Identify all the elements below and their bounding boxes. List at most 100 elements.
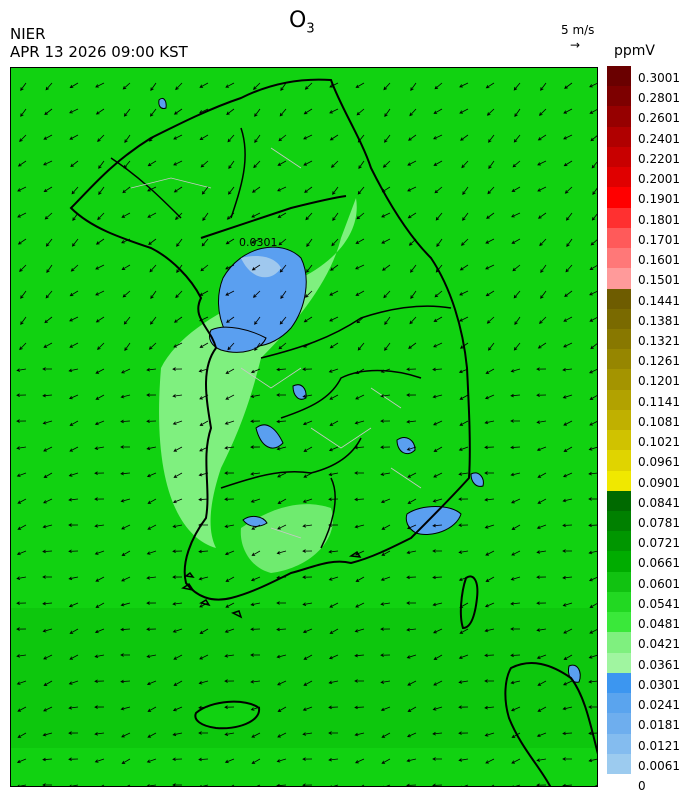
- wind-arrow: [120, 498, 131, 503]
- wind-arrow: [251, 264, 261, 271]
- wind-arrow: [149, 108, 157, 117]
- legend-label: 0.2601: [638, 111, 680, 126]
- wind-arrow: [511, 498, 521, 504]
- wind-arrow: [513, 290, 521, 299]
- wind-arrow: [357, 134, 365, 143]
- legend-swatch: [607, 713, 631, 735]
- wind-arrow: [462, 212, 469, 221]
- wind-arrow: [172, 367, 183, 371]
- wind-arrow: [44, 108, 53, 116]
- wind-arrow: [485, 368, 495, 374]
- wind-arrow: [484, 524, 495, 529]
- wind-arrow: [172, 498, 183, 504]
- wind-arrow: [355, 602, 365, 608]
- wind-arrow: [564, 186, 573, 194]
- wind-arrow: [225, 576, 235, 582]
- wind-arrow: [150, 316, 157, 325]
- wind-arrow: [42, 757, 53, 762]
- wind-arrow: [381, 758, 391, 764]
- wind-arrow: [224, 420, 235, 425]
- wind-arrow: [458, 446, 469, 451]
- wind-arrow: [384, 134, 391, 143]
- wind-arrow: [302, 783, 313, 786]
- wind-arrow: [407, 706, 417, 712]
- wind-arrow: [42, 393, 53, 398]
- wind-arrow: [172, 706, 183, 712]
- wind-arrow: [175, 212, 183, 220]
- wind-arrow: [537, 680, 547, 686]
- wind-arrow: [42, 575, 53, 579]
- wind-arrow: [199, 108, 209, 114]
- wind-arrow: [198, 576, 209, 581]
- tsushima-island: [459, 575, 479, 630]
- wind-arrow: [562, 394, 573, 399]
- wind-arrow: [276, 446, 287, 451]
- wind-arrow: [42, 783, 52, 786]
- wind-arrow: [406, 524, 417, 530]
- wind-arrow: [146, 368, 157, 372]
- legend-label: 0.0121: [638, 738, 680, 753]
- wind-arrow: [68, 602, 79, 608]
- wind-arrow: [225, 394, 235, 400]
- wind-arrow: [173, 654, 183, 660]
- wind-arrow: [42, 367, 53, 371]
- wind-arrow: [406, 420, 417, 424]
- wind-arrow: [224, 628, 235, 633]
- wind-arrow: [276, 419, 287, 424]
- wind-arrow: [94, 524, 105, 528]
- wind-arrow: [19, 264, 27, 273]
- wind-arrow: [252, 290, 261, 298]
- wind-arrow: [98, 160, 105, 169]
- ozone-map: 0.0301: [10, 67, 598, 787]
- wind-arrow: [485, 290, 495, 297]
- wind-arrow: [564, 82, 573, 89]
- wind-arrow: [536, 393, 547, 397]
- wind-arrow: [148, 342, 157, 350]
- wind-arrow: [537, 706, 547, 712]
- wind-arrow: [484, 445, 495, 450]
- wind-arrow: [510, 601, 521, 606]
- wind-arrow: [20, 108, 27, 117]
- legend-label: 0.1901: [638, 192, 680, 207]
- wind-arrow: [356, 316, 365, 324]
- wind-arrow: [276, 393, 286, 397]
- wind-arrow: [410, 264, 417, 273]
- wind-arrow: [16, 550, 27, 556]
- wind-arrow: [68, 394, 79, 400]
- wind-arrow: [384, 342, 391, 351]
- wind-arrow: [330, 160, 339, 168]
- wind-arrow: [458, 472, 469, 476]
- wind-arrow: [409, 108, 417, 117]
- wind-arrow: [588, 758, 597, 763]
- wind-arrow: [302, 575, 313, 579]
- wind-arrow: [458, 368, 469, 374]
- wind-arrow: [512, 160, 521, 168]
- wind-arrow: [485, 758, 495, 764]
- wind-arrow: [433, 654, 443, 660]
- wind-arrow: [172, 394, 183, 398]
- wind-arrow: [69, 784, 79, 786]
- wind-arrow: [384, 316, 391, 325]
- wind-arrow: [253, 784, 261, 786]
- wind-arrow: [539, 238, 547, 247]
- wind-arrow: [563, 134, 573, 140]
- wind-arrow: [277, 680, 287, 686]
- wind-arrow: [302, 602, 313, 606]
- wind-arrow: [279, 316, 287, 325]
- legend-swatch: [607, 490, 631, 512]
- incheon-blue-area: [208, 326, 267, 353]
- wind-arrow: [536, 783, 547, 786]
- wind-arrow: [199, 82, 209, 88]
- wind-arrow: [94, 705, 105, 709]
- wind-arrow: [459, 316, 469, 322]
- wind-arrow: [94, 497, 105, 501]
- wind-arrow: [589, 395, 597, 400]
- wind-arrow: [380, 472, 391, 476]
- wind-arrow: [380, 602, 391, 606]
- wind-arrow: [123, 316, 131, 325]
- wind-arrow: [355, 264, 365, 270]
- wind-arrow: [173, 472, 183, 478]
- wind-arrow: [43, 654, 53, 660]
- legend-swatch: [607, 652, 631, 674]
- wind-arrow: [224, 550, 235, 556]
